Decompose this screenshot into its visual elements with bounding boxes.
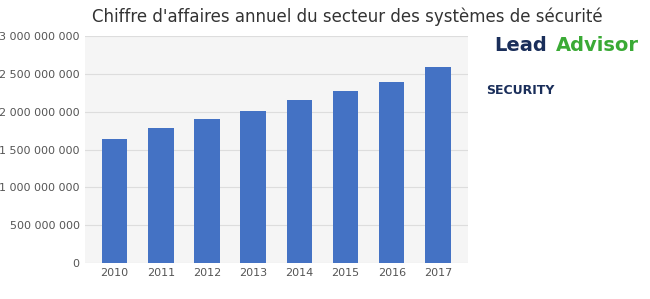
Text: Chiffre d'affaires annuel du secteur des systèmes de sécurité: Chiffre d'affaires annuel du secteur des… [92,7,603,26]
Bar [379,82,404,263]
Bar [240,111,266,263]
Text: SECURITY: SECURITY [486,84,554,97]
Bar [148,128,174,263]
Bar [425,67,450,263]
Bar [333,91,358,263]
Text: Advisor: Advisor [556,36,639,55]
Bar [194,119,220,263]
Bar [287,100,312,263]
Bar [102,139,127,263]
Text: Lead: Lead [494,36,547,55]
